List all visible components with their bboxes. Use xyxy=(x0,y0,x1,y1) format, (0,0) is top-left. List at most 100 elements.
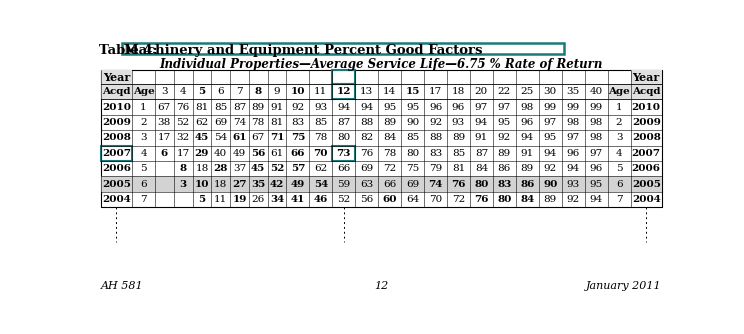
Text: 85: 85 xyxy=(406,133,419,142)
Text: 73: 73 xyxy=(336,149,351,158)
Text: AH 581: AH 581 xyxy=(100,281,144,291)
Text: 11: 11 xyxy=(314,87,327,96)
Text: 69: 69 xyxy=(360,164,373,173)
Text: 70: 70 xyxy=(429,195,442,204)
Text: 2004: 2004 xyxy=(632,195,661,204)
Text: 94: 94 xyxy=(337,103,350,112)
Text: 46: 46 xyxy=(314,195,328,204)
Text: 7: 7 xyxy=(236,87,243,96)
Text: 95: 95 xyxy=(544,133,557,142)
Text: 66: 66 xyxy=(337,164,350,173)
Text: 2009: 2009 xyxy=(102,118,131,127)
Text: 86: 86 xyxy=(498,164,511,173)
Text: 42: 42 xyxy=(270,180,284,189)
Text: Acqd: Acqd xyxy=(102,87,131,96)
Text: 67: 67 xyxy=(158,103,171,112)
Text: 89: 89 xyxy=(498,149,511,158)
Text: 91: 91 xyxy=(475,133,488,142)
Bar xyxy=(100,146,132,161)
Text: 98: 98 xyxy=(567,118,580,127)
Text: 96: 96 xyxy=(521,118,534,127)
Text: 25: 25 xyxy=(521,87,534,96)
Text: 5: 5 xyxy=(140,164,147,173)
Text: 99: 99 xyxy=(544,103,557,112)
Text: 3: 3 xyxy=(616,133,623,142)
Text: 4: 4 xyxy=(180,87,187,96)
Text: 18: 18 xyxy=(452,87,465,96)
Text: 96: 96 xyxy=(429,103,442,112)
Text: 74: 74 xyxy=(429,180,443,189)
Text: 91: 91 xyxy=(521,149,534,158)
Text: 52: 52 xyxy=(337,195,350,204)
Text: 29: 29 xyxy=(195,149,209,158)
Text: 32: 32 xyxy=(176,133,190,142)
Text: 92: 92 xyxy=(429,118,442,127)
Text: 8: 8 xyxy=(179,164,187,173)
Text: 97: 97 xyxy=(498,103,511,112)
Text: 83: 83 xyxy=(291,118,304,127)
Text: 79: 79 xyxy=(429,164,442,173)
Text: 67: 67 xyxy=(251,133,265,142)
Text: 89: 89 xyxy=(544,195,557,204)
Bar xyxy=(100,176,662,192)
Text: 93: 93 xyxy=(567,180,580,189)
Text: 82: 82 xyxy=(360,133,373,142)
Text: 2009: 2009 xyxy=(632,118,661,127)
Text: 60: 60 xyxy=(382,195,397,204)
Text: Table 4:: Table 4: xyxy=(99,44,162,57)
Text: 45: 45 xyxy=(251,164,266,173)
Text: 49: 49 xyxy=(233,149,246,158)
Text: 10: 10 xyxy=(195,180,209,189)
Text: 94: 94 xyxy=(521,133,534,142)
Text: Machinery and Equipment Percent Good Factors: Machinery and Equipment Percent Good Fac… xyxy=(124,44,483,57)
Text: 2005: 2005 xyxy=(102,180,131,189)
Text: 83: 83 xyxy=(429,149,442,158)
Text: 2: 2 xyxy=(616,118,623,127)
Text: 62: 62 xyxy=(195,118,208,127)
Text: 35: 35 xyxy=(251,180,266,189)
Text: 99: 99 xyxy=(589,103,603,112)
Text: 2008: 2008 xyxy=(102,133,131,142)
Text: 38: 38 xyxy=(158,118,171,127)
Text: 54: 54 xyxy=(314,180,328,189)
Text: Age: Age xyxy=(132,87,155,96)
Text: 94: 94 xyxy=(544,149,557,158)
Bar xyxy=(132,84,155,100)
Text: 41: 41 xyxy=(291,195,305,204)
Text: 93: 93 xyxy=(452,118,465,127)
Bar xyxy=(100,70,132,84)
Text: 89: 89 xyxy=(521,164,534,173)
Text: 40: 40 xyxy=(214,149,228,158)
Text: 12: 12 xyxy=(374,281,388,291)
Text: 17: 17 xyxy=(429,87,442,96)
Text: 87: 87 xyxy=(233,103,246,112)
Text: 52: 52 xyxy=(176,118,190,127)
Text: 81: 81 xyxy=(270,118,283,127)
Bar xyxy=(631,70,662,84)
Text: 5: 5 xyxy=(199,195,205,204)
Text: 2004: 2004 xyxy=(102,195,131,204)
Text: 4: 4 xyxy=(140,149,147,158)
Text: 17: 17 xyxy=(176,149,190,158)
Text: 6: 6 xyxy=(217,87,224,96)
Text: 98: 98 xyxy=(589,133,603,142)
Text: 80: 80 xyxy=(337,133,350,142)
Text: 56: 56 xyxy=(360,195,373,204)
Text: 2010: 2010 xyxy=(632,103,661,112)
Text: 7: 7 xyxy=(616,195,623,204)
Text: 14: 14 xyxy=(383,87,397,96)
Text: 76: 76 xyxy=(176,103,190,112)
Text: 93: 93 xyxy=(314,103,327,112)
Text: 15: 15 xyxy=(405,87,420,96)
Text: 85: 85 xyxy=(314,118,327,127)
Text: 87: 87 xyxy=(475,149,488,158)
Text: 76: 76 xyxy=(360,149,373,158)
Text: 70: 70 xyxy=(313,149,328,158)
Text: 85: 85 xyxy=(452,149,465,158)
Text: 81: 81 xyxy=(452,164,465,173)
Text: 97: 97 xyxy=(475,103,488,112)
Text: 88: 88 xyxy=(360,118,373,127)
Text: 86: 86 xyxy=(520,180,534,189)
Text: 1: 1 xyxy=(616,103,623,112)
Text: 27: 27 xyxy=(232,180,247,189)
